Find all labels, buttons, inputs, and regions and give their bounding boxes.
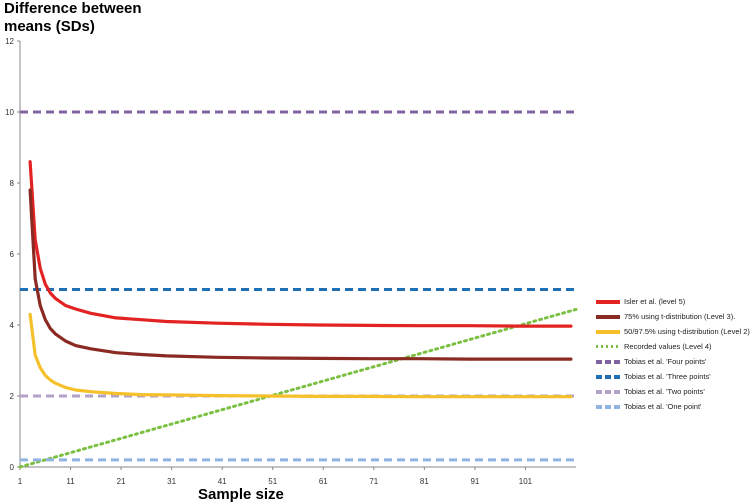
legend-label: Isler et al. (level 5) bbox=[624, 297, 686, 306]
legend-item: Tobias et al. 'Four points' bbox=[596, 354, 756, 369]
legend-label: Tobias et al. 'Two points' bbox=[624, 387, 705, 396]
legend-item: Isler et al. (level 5) bbox=[596, 294, 756, 309]
y-tick-label: 10 bbox=[5, 108, 14, 117]
legend-label: Tobias et al. 'Three points' bbox=[624, 372, 711, 381]
chart-legend: Isler et al. (level 5) 75% using t-distri… bbox=[596, 294, 756, 414]
series-line-recorded-values-level-4 bbox=[18, 307, 578, 469]
y-tick-label: 6 bbox=[10, 250, 15, 259]
legend-label: Tobias et al. 'Four points' bbox=[624, 357, 707, 366]
y-tick-label: 0 bbox=[10, 463, 15, 472]
legend-item: 75% using t-distribution (Level 3). bbox=[596, 309, 756, 324]
legend-item: Tobias et al. 'Two points' bbox=[596, 384, 756, 399]
legend-swatch bbox=[596, 374, 620, 379]
y-tick-label: 2 bbox=[10, 392, 15, 401]
x-tick-label: 31 bbox=[167, 477, 176, 486]
x-tick-label: 61 bbox=[319, 477, 328, 486]
series-line-50-97-5-using-t-distribution-level-2 bbox=[28, 312, 573, 399]
legend-item: 50/97.5% using t-distribution (Level 2) bbox=[596, 324, 756, 339]
y-tick-label: 8 bbox=[10, 179, 15, 188]
legend-swatch bbox=[596, 345, 620, 348]
legend-label: Tobias et al. 'One point' bbox=[624, 402, 702, 411]
x-tick-label: 41 bbox=[218, 477, 227, 486]
legend-swatch bbox=[596, 314, 620, 319]
x-tick-label: 71 bbox=[369, 477, 378, 486]
legend-item: Tobias et al. 'Three points' bbox=[596, 369, 756, 384]
x-tick-label: 51 bbox=[268, 477, 277, 486]
legend-swatch bbox=[596, 389, 620, 394]
legend-label: 50/97.5% using t-distribution (Level 2) bbox=[624, 327, 750, 336]
x-tick-label: 21 bbox=[117, 477, 126, 486]
legend-swatch bbox=[596, 329, 620, 334]
x-tick-label: 1 bbox=[18, 477, 23, 486]
legend-item: Recorded values (Level 4) bbox=[596, 339, 756, 354]
x-axis-title: Sample size bbox=[198, 486, 284, 503]
legend-label: Recorded values (Level 4) bbox=[624, 342, 712, 351]
legend-label: 75% using t-distribution (Level 3). bbox=[624, 312, 736, 321]
x-tick-label: 91 bbox=[470, 477, 479, 486]
series-line-isler-et-al-level-5 bbox=[28, 160, 573, 328]
x-tick-label: 81 bbox=[420, 477, 429, 486]
legend-swatch bbox=[596, 359, 620, 364]
x-tick-label: 101 bbox=[519, 477, 533, 486]
legend-swatch bbox=[596, 299, 620, 304]
legend-swatch bbox=[596, 404, 620, 409]
y-tick-label: 12 bbox=[5, 37, 14, 46]
series-line-75-using-t-distribution-level-3 bbox=[28, 188, 573, 361]
x-tick-label: 11 bbox=[66, 477, 75, 486]
y-tick-label: 4 bbox=[10, 321, 15, 330]
legend-item: Tobias et al. 'One point' bbox=[596, 399, 756, 414]
y-axis-title: Difference between means (SDs) bbox=[4, 0, 142, 35]
